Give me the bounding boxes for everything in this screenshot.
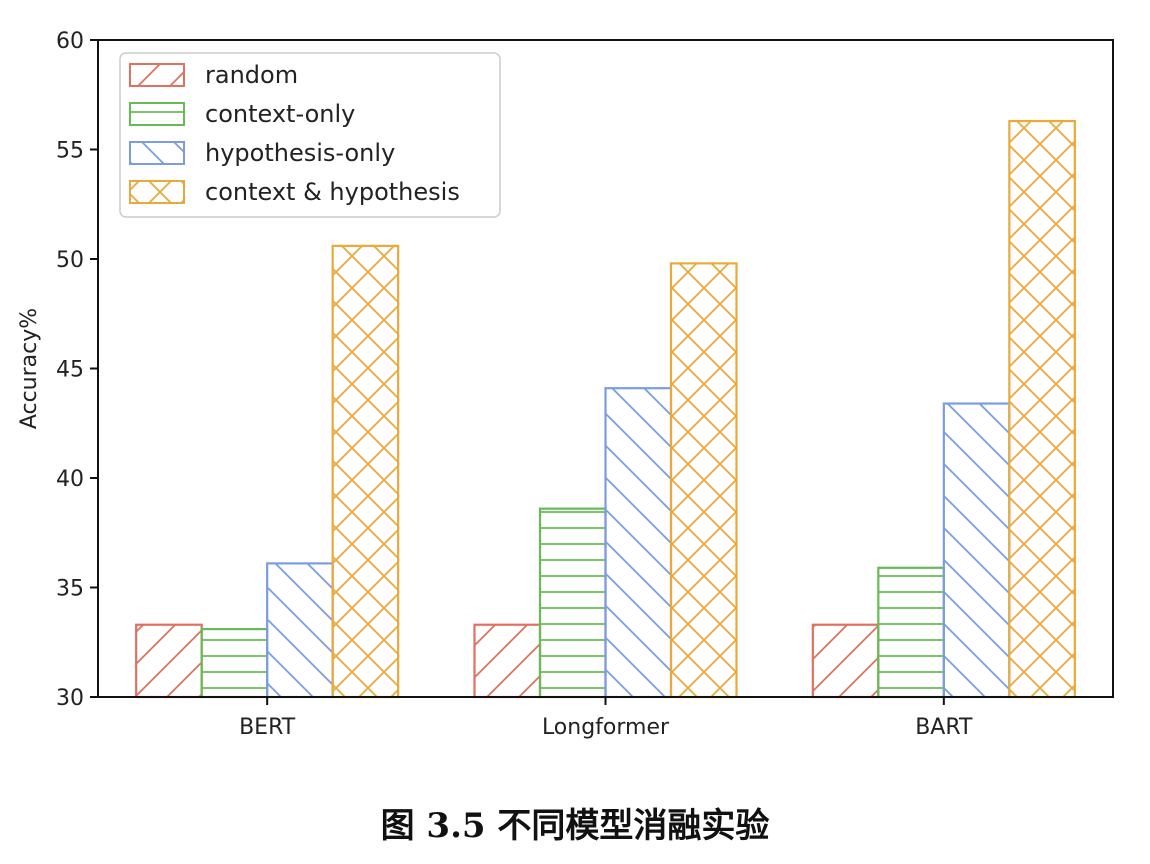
y-tick-label: 40	[56, 467, 84, 492]
legend-swatch	[129, 63, 185, 87]
legend-swatch	[129, 102, 185, 126]
bar-bart-context-hypothesis	[1008, 119, 1076, 699]
y-tick-label: 30	[56, 686, 84, 711]
bar-chart: 30 35 40 45 50 55 60 BERT Longformer BART Accura…	[17, 29, 1114, 740]
legend-swatch	[129, 180, 185, 204]
bar-bert-context-hypothesis	[331, 244, 400, 699]
x-axis: BERT Longformer BART	[239, 697, 973, 740]
bar-bart-random	[811, 623, 880, 699]
bar-bert-hypothesis-only	[266, 562, 334, 699]
legend-label: random	[205, 61, 298, 89]
bar-longformer-context-hypothesis	[669, 262, 738, 699]
bar-bert-context-only	[200, 628, 269, 699]
legend-box	[119, 52, 501, 218]
bar-longformer-hypothesis-only	[604, 387, 673, 699]
y-tick-label: 60	[56, 29, 84, 54]
y-axis-label: Accuracy%	[17, 308, 42, 429]
bar-longformer-context-only	[538, 507, 607, 699]
x-tick-label: BERT	[239, 715, 296, 740]
bar-bart-context-only	[877, 566, 945, 699]
y-tick-label: 35	[56, 577, 84, 602]
legend-label: context-only	[205, 100, 355, 128]
x-tick-label: Longformer	[542, 715, 670, 740]
y-tick-label: 45	[56, 358, 84, 383]
bars-group	[135, 119, 1076, 699]
bar-bart-hypothesis-only	[942, 402, 1011, 699]
legend-swatch	[129, 141, 185, 165]
legend: random context-only hypothesis-only context…	[119, 52, 501, 218]
y-tick-label: 50	[56, 248, 84, 273]
figure-caption: 图 3.5 不同模型消融实验	[380, 806, 770, 846]
x-tick-label: BART	[915, 715, 973, 740]
y-tick-label: 55	[56, 139, 84, 164]
bar-longformer-random	[473, 623, 542, 699]
bar-bert-random	[135, 623, 203, 699]
legend-label: hypothesis-only	[205, 139, 395, 167]
legend-label: context & hypothesis	[205, 178, 460, 206]
y-axis: 30 35 40 45 50 55 60	[56, 29, 98, 711]
